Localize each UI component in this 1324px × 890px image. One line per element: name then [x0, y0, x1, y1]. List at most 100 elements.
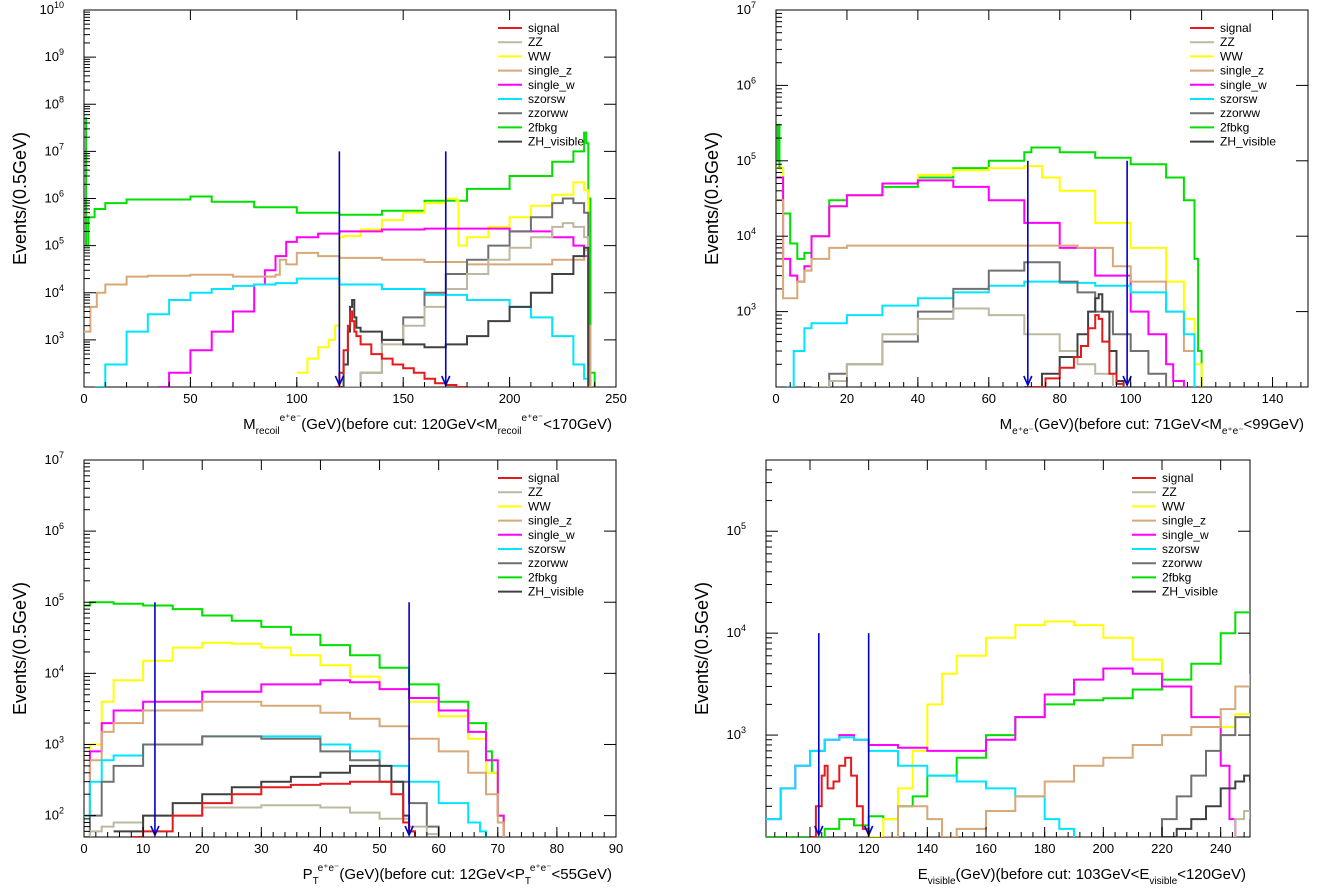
legend-entry-2fbkg: 2fbkg	[1162, 570, 1191, 584]
series-line-signal	[810, 756, 870, 837]
x-axis-label: Evisible(GeV)(before cut: 103GeV<Evisibl…	[918, 866, 1246, 887]
series-group	[84, 117, 596, 387]
cut-arrow-1	[334, 151, 345, 387]
x-axis-label-part: M	[243, 416, 256, 433]
x-axis-label-part: e⁺e⁻	[318, 863, 340, 874]
x-axis-label-part: recoil	[498, 426, 522, 437]
legend-entry-signal: signal	[1162, 471, 1193, 485]
series-line-ZH_visible	[339, 246, 590, 387]
x-axis-label-part: <170GeV)	[543, 416, 612, 433]
cut-arrow-2	[1122, 160, 1132, 387]
panel-dilepton-mass: 0 20 40 60 80 100 120 140 103 104 105 106 107 Events/…	[702, 0, 1309, 437]
legend-entry-ZH_visible: ZH_visible	[528, 135, 584, 149]
x-axis-label-part: <55GeV)	[552, 866, 612, 883]
series-line-single_z	[883, 673, 1250, 837]
cut-arrow-1	[814, 633, 824, 837]
y-tick-label: 106	[45, 521, 64, 538]
x-tick-label: 120	[858, 841, 880, 856]
legend-entry-signal: signal	[1220, 21, 1251, 35]
y-tick-exponent: 4	[741, 623, 746, 633]
cut-arrow-head	[814, 825, 824, 837]
series-group	[776, 123, 1203, 387]
series-line-signal	[1031, 314, 1125, 387]
y-tick-exponent: 7	[59, 141, 64, 151]
series-line-signal	[131, 780, 416, 837]
series-line-ZZ	[1220, 810, 1250, 837]
x-tick-label: 50	[372, 841, 386, 856]
cut-arrow-head	[1023, 375, 1033, 387]
x-tick-label: 200	[1092, 841, 1114, 856]
y-tick-exponent: 7	[59, 450, 64, 460]
y-tick-exponent: 4	[59, 663, 64, 673]
x-tick-label: 200	[499, 391, 521, 406]
x-tick-label: 140	[1262, 391, 1284, 406]
legend-entry-single_z: single_z	[1162, 514, 1206, 528]
legend-entry-2fbkg: 2fbkg	[528, 570, 557, 584]
cut-arrow-2	[863, 633, 874, 837]
series-line-single_w	[158, 227, 592, 387]
x-tick-label: 220	[1151, 841, 1173, 856]
y-tick-exponent: 5	[741, 521, 746, 531]
legend-entry-ZZ: ZZ	[1162, 485, 1177, 499]
y-tick-label: 103	[45, 734, 64, 751]
legend: signalZZWWsingle_zsingle_wszorswzzorww2f…	[498, 471, 584, 599]
series-line-szorsw	[786, 280, 1196, 387]
y-axis-label: Events/(0.5GeV)	[702, 132, 722, 265]
cut-arrow-head	[1122, 375, 1132, 387]
y-tick-label: 103	[45, 330, 64, 347]
x-tick-label: 180	[1034, 841, 1056, 856]
series-line-ZH_visible	[1162, 774, 1250, 837]
legend-entry-signal: signal	[528, 471, 559, 485]
x-tick-label: 40	[911, 391, 925, 406]
legend-entry-ZH_visible: ZH_visible	[1162, 585, 1218, 599]
y-tick-label: 108	[45, 94, 64, 111]
legend-entry-WW: WW	[1220, 49, 1243, 63]
legend-entry-ZZ: ZZ	[1220, 35, 1235, 49]
series-group	[766, 607, 1250, 837]
x-tick-label: 100	[1120, 391, 1142, 406]
y-tick-exponent: 3	[59, 734, 64, 744]
x-axis-label-part: e⁺e⁻	[1222, 426, 1244, 437]
y-tick-exponent: 3	[59, 330, 64, 340]
x-axis-label-part: <99GeV)	[1244, 416, 1304, 433]
legend-entry-ZH_visible: ZH_visible	[528, 585, 584, 599]
y-tick-exponent: 5	[751, 151, 756, 161]
x-axis-label: PTe⁺e⁻(GeV)(before cut: 12GeV<PTe⁺e⁻<55G…	[303, 863, 612, 887]
series-line-szorsw	[84, 735, 487, 837]
legend-entry-single_z: single_z	[528, 64, 572, 78]
x-tick-label: 20	[195, 841, 209, 856]
legend-entry-single_z: single_z	[528, 514, 572, 528]
y-tick-label: 107	[737, 0, 756, 17]
legend-entry-2fbkg: 2fbkg	[528, 120, 557, 134]
y-tick-exponent: 6	[751, 75, 756, 85]
y-tick-exponent: 8	[59, 94, 64, 104]
y-tick-label: 107	[45, 141, 64, 158]
x-axis-label-part: (GeV)(before cut: 71GeV<M	[1034, 416, 1222, 433]
x-axis-label: Mrecoile⁺e⁻(GeV)(before cut: 120GeV<Mrec…	[243, 413, 612, 437]
legend-entry-WW: WW	[1162, 499, 1185, 513]
legend-entry-ZZ: ZZ	[528, 35, 543, 49]
x-axis-label-part: recoil	[256, 426, 280, 437]
x-tick-label: 0	[80, 391, 87, 406]
legend-entry-szorsw: szorsw	[1220, 92, 1258, 106]
y-tick-exponent: 7	[751, 0, 756, 10]
legend-entry-szorsw: szorsw	[1162, 542, 1200, 556]
panel-recoil-mass: 0 50 100 150 200 2501031041051061071081091010…	[10, 0, 627, 437]
legend-entry-zzorww: zzorww	[1220, 106, 1260, 120]
series-line-WW	[84, 641, 505, 837]
x-tick-label: 140	[916, 841, 938, 856]
x-tick-label: 30	[254, 841, 268, 856]
y-tick-exponent: 6	[59, 521, 64, 531]
y-tick-exponent: 5	[59, 592, 64, 602]
series-line-single_w	[776, 176, 1185, 387]
series-line-szorsw	[766, 736, 1075, 837]
x-axis-label-part: e⁺e⁻	[280, 413, 302, 424]
legend-entry-single_w: single_w	[528, 528, 575, 542]
x-tick-label: 80	[550, 841, 564, 856]
x-axis-label-part: (GeV)(before cut: 12GeV<P	[339, 866, 525, 883]
legend: signalZZWWsingle_zsingle_wszorswzzorww2f…	[1132, 471, 1218, 599]
y-tick-label: 105	[45, 592, 64, 609]
x-tick-label: 60	[982, 391, 996, 406]
x-tick-label: 160	[975, 841, 997, 856]
x-tick-label: 120	[1191, 391, 1213, 406]
